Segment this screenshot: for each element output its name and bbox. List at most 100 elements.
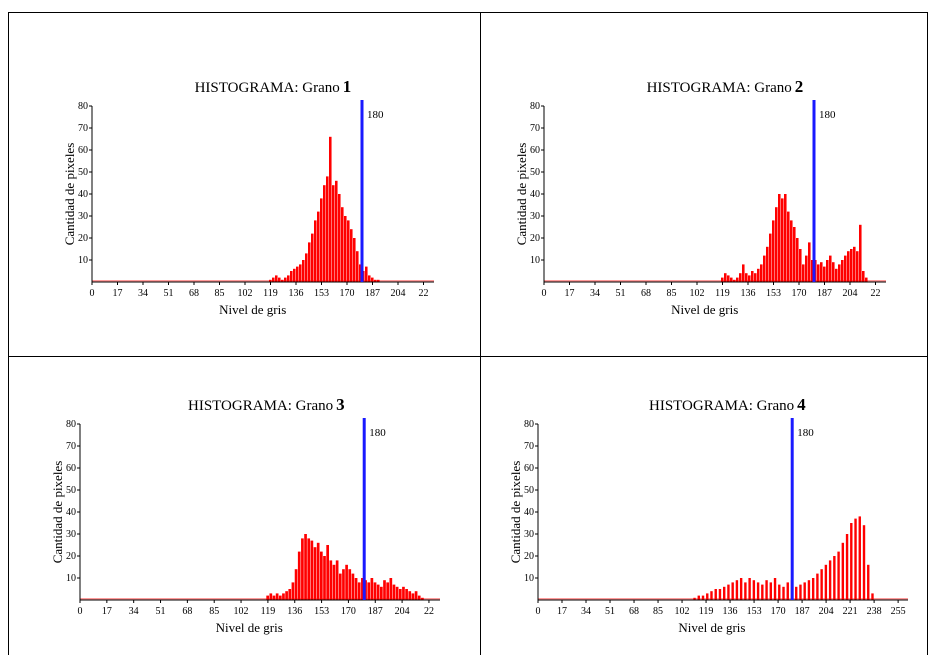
histogram-bar (859, 224, 862, 282)
y-tick-label: 10 (530, 255, 540, 266)
histogram-bar (278, 595, 282, 600)
x-tick-label: 153 (314, 288, 329, 299)
histogram-bar (351, 573, 355, 600)
y-tick-label: 30 (530, 211, 540, 222)
histogram-bar (320, 551, 323, 600)
histogram-bar (718, 589, 722, 600)
histogram-bar (353, 238, 356, 282)
histogram-bar (756, 582, 760, 600)
chart-title-text: HISTOGRAMA: Grano (188, 398, 333, 414)
histogram-bar (266, 595, 269, 600)
histogram-bar (302, 260, 305, 282)
histogram-bar (285, 591, 288, 600)
histogram-bar (371, 277, 374, 282)
y-tick-label: 30 (524, 529, 534, 540)
x-axis-title: Nivel de gris (216, 620, 283, 635)
histogram-bar (710, 591, 713, 600)
x-axis-title: Nivel de gris (671, 302, 738, 317)
y-axis-title: Cantidad de pixeles (508, 461, 523, 564)
y-tick-label: 20 (66, 551, 76, 562)
threshold-label: 180 (367, 109, 384, 121)
histogram-bar (345, 564, 348, 600)
histogram-bar (761, 584, 764, 600)
histogram-bar (293, 268, 296, 282)
histogram-bar (335, 180, 338, 282)
y-tick-label: 60 (530, 145, 540, 156)
histogram-bar (748, 275, 751, 282)
x-tick-label: 17 (113, 288, 123, 299)
x-tick-label: 0 (536, 606, 541, 617)
histogram-bar (314, 220, 317, 282)
histogram-bar (802, 264, 805, 282)
histogram-bar (301, 538, 304, 600)
histogram-bar (799, 249, 802, 282)
histogram-bar (754, 273, 757, 282)
histogram-bar (748, 578, 751, 600)
y-tick-label: 20 (524, 551, 534, 562)
histogram-bar (338, 194, 341, 282)
histogram-bar (338, 573, 342, 600)
x-tick-label: 34 (129, 606, 139, 617)
y-tick-label: 30 (78, 211, 88, 222)
chart-title: HISTOGRAMA: Grano 1 (195, 77, 352, 96)
histogram-bar (269, 279, 272, 282)
x-tick-label: 255 (891, 606, 906, 617)
x-tick-label: 68 (629, 606, 639, 617)
histogram-bar (326, 545, 329, 600)
histogram-bar (816, 573, 819, 600)
threshold-label: 180 (797, 427, 814, 439)
x-tick-label: 34 (590, 288, 600, 299)
x-tick-label: 51 (616, 288, 626, 299)
chart-title-number: 3 (336, 395, 345, 414)
x-tick-label: 204 (391, 288, 406, 299)
histogram-bar (361, 578, 364, 600)
histogram-bar (833, 556, 836, 600)
y-tick-label: 50 (78, 167, 88, 178)
y-tick-label: 10 (524, 573, 534, 584)
x-tick-label: 204 (395, 606, 410, 617)
histogram-bar (769, 233, 772, 282)
x-tick-label: 51 (156, 606, 166, 617)
y-tick-label: 70 (78, 123, 88, 134)
x-tick-label: 170 (341, 606, 356, 617)
x-tick-label: 119 (715, 288, 730, 299)
histogram-bar (850, 249, 853, 282)
histogram-bar (282, 593, 285, 600)
y-tick-label: 80 (78, 101, 88, 112)
histogram-bar (769, 582, 773, 600)
histogram-bar (370, 578, 374, 600)
histogram-bar (731, 582, 734, 600)
x-tick-label: 153 (747, 606, 762, 617)
histogram-bar (766, 246, 769, 282)
y-tick-label: 50 (530, 167, 540, 178)
histogram-bar (421, 597, 424, 600)
y-tick-label: 50 (524, 485, 534, 496)
y-tick-label: 50 (66, 485, 76, 496)
histogram-bar (701, 595, 705, 600)
chart-title: HISTOGRAMA: Grano 2 (647, 77, 804, 96)
histogram-bar (795, 586, 798, 600)
x-tick-label: 68 (182, 606, 192, 617)
histogram-bar (335, 560, 339, 600)
histogram-bar (760, 264, 763, 282)
histogram-bar (317, 211, 320, 282)
histogram-bar (727, 275, 730, 282)
chart-title-number: 2 (795, 77, 804, 96)
x-tick-label: 170 (792, 288, 807, 299)
y-tick-label: 80 (524, 419, 534, 430)
histogram-bar (838, 264, 841, 282)
chart-panel-grano-1: HISTOGRAMA: Grano 1 10 20 30 40 50 60 70 80 0 17 34 5… (8, 12, 480, 356)
histogram-bar (837, 551, 840, 600)
chart-panel-grano-3: HISTOGRAMA: Grano 3 10 20 30 40 50 60 70 80 0 17 34 5… (8, 356, 480, 656)
x-tick-label: 85 (209, 606, 219, 617)
histogram-bar (308, 242, 311, 282)
chart-title-number: 4 (797, 395, 806, 414)
histogram-bar (365, 266, 368, 282)
x-tick-label: 102 (690, 288, 705, 299)
x-tick-label: 204 (819, 606, 834, 617)
y-tick-label: 40 (530, 189, 540, 200)
x-axis-title: Nivel de gris (219, 302, 286, 317)
histogram-bar (763, 255, 766, 282)
histogram-bar (389, 578, 393, 600)
histogram-bar (275, 593, 279, 600)
